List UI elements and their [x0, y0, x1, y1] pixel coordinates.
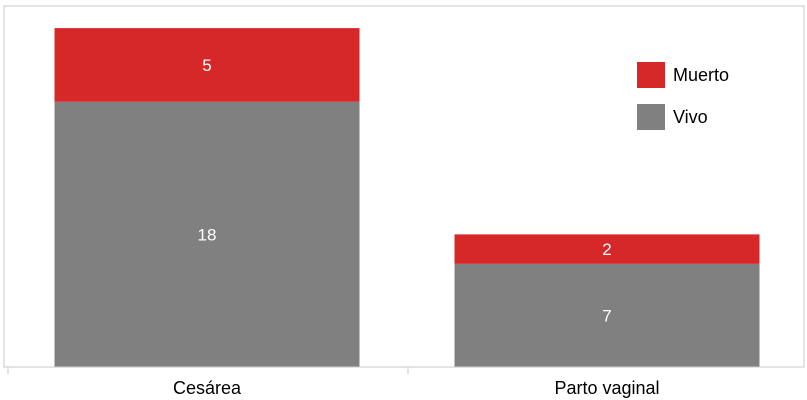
- data-label-parto-vaginal-vivo: 7: [602, 306, 611, 325]
- category-label-cesarea: Cesárea: [173, 378, 242, 398]
- bar-parto-vaginal-vivo: [454, 263, 760, 367]
- legend-label-muerto: Muerto: [673, 65, 729, 85]
- legend: Muerto Vivo: [637, 62, 729, 130]
- bar-cesarea-vivo: [54, 101, 360, 367]
- x-axis: [4, 366, 804, 374]
- legend-swatch-muerto: [637, 62, 665, 88]
- bar-cesarea-muerto: [54, 28, 360, 102]
- bars-group: [54, 28, 760, 367]
- legend-label-vivo: Vivo: [673, 107, 708, 127]
- data-label-parto-vaginal-muerto: 2: [602, 240, 611, 259]
- bar-parto-vaginal-muerto: [454, 234, 760, 264]
- legend-item-muerto: Muerto: [637, 62, 729, 88]
- data-label-cesarea-vivo: 18: [198, 225, 217, 244]
- category-label-parto-vaginal: Parto vaginal: [554, 378, 659, 398]
- legend-swatch-vivo: [637, 104, 665, 130]
- category-labels-group: Cesárea Parto vaginal: [173, 378, 660, 398]
- segment-labels-group: 18 5 7 2: [198, 56, 612, 325]
- data-label-cesarea-muerto: 5: [202, 56, 211, 75]
- legend-item-vivo: Vivo: [637, 104, 708, 130]
